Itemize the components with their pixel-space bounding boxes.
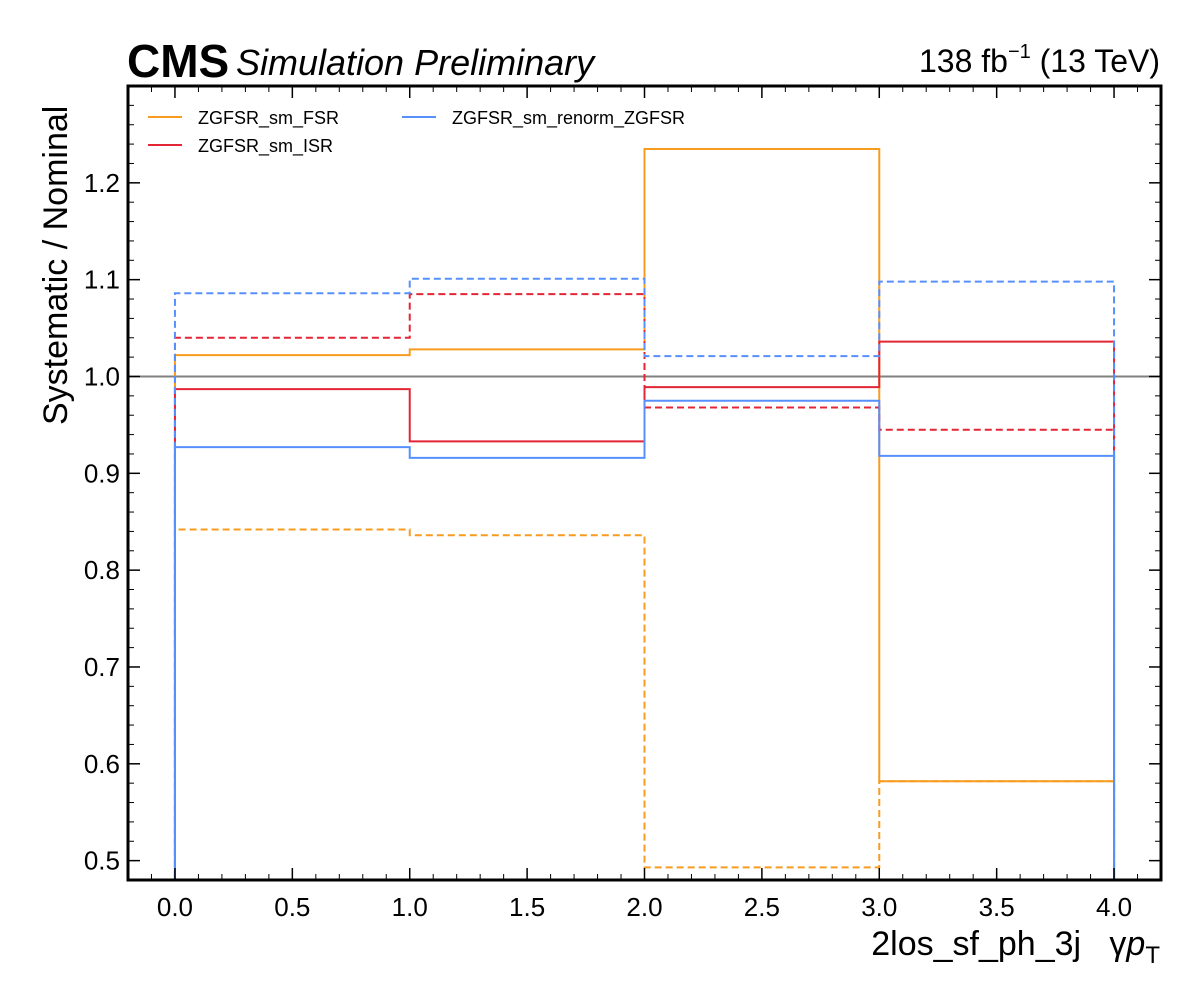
x-axis-title-sub: T <box>1145 942 1160 969</box>
y-tick-label: 0.8 <box>84 555 120 585</box>
x-tick-label: 3.0 <box>861 892 897 922</box>
x-tick-label: 0.0 <box>157 892 193 922</box>
axis-ticks: 0.0 0.5 1.0 1.5 2.0 2.5 3.0 3.5 4.0 0.5 0.6 0.7 0.8 0… <box>84 85 1161 922</box>
plot-area <box>128 147 1161 880</box>
lumi-energy: (13 TeV) <box>1040 43 1160 79</box>
x-tick-label: 2.0 <box>626 892 662 922</box>
legend: ZGFSR_sm_FSR ZGFSR_sm_ISR ZGFSR_sm_renorm_… <box>148 108 685 157</box>
plot-data <box>128 147 1161 880</box>
lumi-exponent: −1 <box>1008 41 1031 63</box>
x-axis-title-p: p <box>1125 925 1145 963</box>
x-tick-label: 3.5 <box>979 892 1015 922</box>
series-2-up-step-line <box>173 399 1116 880</box>
legend-label-2: ZGFSR_sm_renorm_ZGFSR <box>452 108 685 129</box>
y-tick-label: 1.0 <box>84 361 120 391</box>
y-axis-title: Systematic / Nominal <box>37 106 75 425</box>
y-tick-label: 1.1 <box>84 265 120 295</box>
series-0-up-step-line <box>173 147 1116 880</box>
legend-label-1: ZGFSR_sm_ISR <box>198 136 333 157</box>
x-axis-title-gap <box>1081 925 1109 963</box>
y-tick-label: 0.7 <box>84 652 120 682</box>
lumi-space <box>1031 43 1040 79</box>
y-tick-label: 1.2 <box>84 168 120 198</box>
lumi-label: 138 fb−1 (13 TeV) <box>919 41 1160 79</box>
y-tick-label: 0.5 <box>84 846 120 876</box>
y-tick-label: 0.9 <box>84 458 120 488</box>
x-axis-title: 2los_sf_ph_3j γpT <box>871 925 1160 969</box>
x-tick-label: 0.5 <box>274 892 310 922</box>
y-tick-label: 0.6 <box>84 749 120 779</box>
lumi-value: 138 fb <box>919 43 1008 79</box>
x-tick-label: 2.5 <box>744 892 780 922</box>
series-1-down-step-line <box>173 293 1116 880</box>
series-0-down-step-line <box>173 528 1116 880</box>
x-axis-title-gamma: γ <box>1109 925 1126 963</box>
legend-label-0: ZGFSR_sm_FSR <box>198 108 339 129</box>
cms-label: CMS <box>127 35 229 87</box>
x-tick-label: 1.0 <box>392 892 428 922</box>
simulation-preliminary-label: Simulation Preliminary <box>236 42 596 83</box>
x-axis-title-main: 2los_sf_ph_3j <box>871 925 1081 963</box>
x-tick-label: 4.0 <box>1096 892 1132 922</box>
x-tick-label: 1.5 <box>509 892 545 922</box>
